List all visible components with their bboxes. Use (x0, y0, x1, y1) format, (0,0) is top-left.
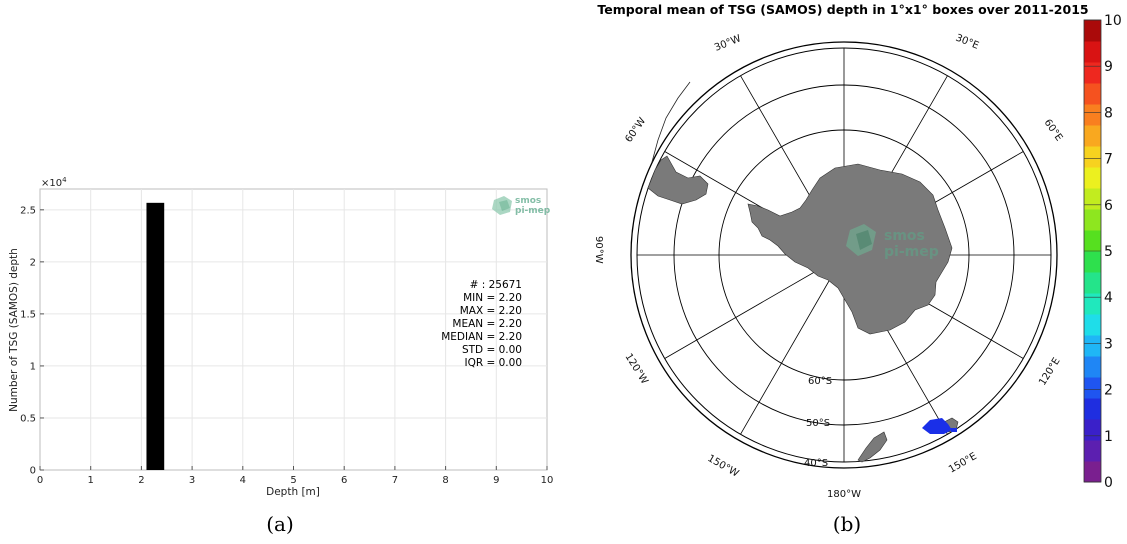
x-tick-label: 2 (138, 475, 144, 486)
svg-text:50°S: 50°S (806, 418, 830, 429)
y-tick-label: 1 (30, 361, 36, 372)
colorbar-tick-label: 9 (1104, 59, 1113, 75)
colorbar-tick-label: 4 (1104, 290, 1113, 306)
colorbar-segment (1084, 209, 1101, 231)
colorbar-segment (1084, 41, 1101, 63)
colorbar-segment (1084, 83, 1101, 105)
colorbar-tick-label: 1 (1104, 429, 1113, 445)
svg-text:150°W: 150°W (706, 453, 741, 480)
svg-text:150°E: 150°E (947, 451, 979, 476)
x-tick-label: 1 (88, 475, 94, 486)
colorbar (1083, 19, 1102, 483)
colorbar-tick-label: 7 (1104, 152, 1113, 168)
colorbar-segment (1084, 335, 1101, 357)
svg-text:pi-mep: pi-mep (884, 244, 939, 260)
svg-text:120°W: 120°W (622, 352, 649, 387)
data-boxes (922, 418, 957, 434)
colorbar-segment (1084, 146, 1101, 168)
colorbar-segment (1084, 272, 1101, 294)
svg-text:pi-mep: pi-mep (515, 206, 551, 216)
x-tick-label: 9 (493, 475, 499, 486)
colorbar-segment (1084, 293, 1101, 315)
colorbar-segment (1084, 167, 1101, 189)
svg-text:40°S: 40°S (804, 458, 828, 469)
panel-label-b: (b) (833, 512, 861, 536)
colorbar-tick-label: 6 (1104, 198, 1113, 214)
smos-pi-mep-logo: smos pi-mep (492, 196, 551, 216)
x-tick-label: 0 (37, 475, 43, 486)
svg-text:60°W: 60°W (623, 116, 648, 145)
panel-label-a: (a) (266, 512, 294, 536)
histogram-panel: 0 1 2 3 4 5 6 7 8 9 10 0 0.5 1 1.5 2 2.5 ×104 Depth [m]… (8, 176, 553, 536)
histogram-bars (146, 202, 165, 470)
colorbar-segment (1084, 419, 1101, 441)
latitude-labels: 60°S 50°S 40°S (804, 376, 832, 469)
colorbar-segment (1084, 461, 1101, 483)
colorbar-segment (1084, 314, 1101, 336)
colorbar-segment (1084, 398, 1101, 420)
y-tick-label: 1.5 (20, 309, 36, 320)
polar-map-panel: Temporal mean of TSG (SAMOS) depth in 1°… (593, 2, 1122, 536)
colorbar-tick-label: 5 (1104, 244, 1113, 260)
statistic-line: STD = 0.00 (462, 344, 522, 356)
colorbar-tick-label: 8 (1104, 105, 1113, 121)
histogram-bar (146, 202, 165, 470)
svg-text:180°W: 180°W (827, 489, 861, 500)
colorbar-segment (1084, 188, 1101, 210)
colorbar-ticks: 0 1 2 3 4 5 6 7 8 9 10 (1084, 13, 1122, 491)
y-tick-label: 2 (30, 257, 36, 268)
y-axis-label: Number of TSG (SAMOS) depth (8, 248, 20, 412)
histogram-y-ticks: 0 0.5 1 1.5 2 2.5 (20, 205, 44, 477)
colorbar-segment (1084, 251, 1101, 273)
x-tick-label: 10 (541, 475, 554, 486)
y-tick-label: 0.5 (20, 413, 36, 424)
colorbar-tick-label: 10 (1104, 13, 1122, 29)
colorbar-segment (1084, 356, 1101, 378)
x-tick-label: 8 (442, 475, 448, 486)
colorbar-segment (1084, 377, 1101, 399)
colorbar-segment (1084, 230, 1101, 252)
x-tick-label: 3 (189, 475, 195, 486)
y-exponent-label: ×104 (41, 176, 67, 189)
meridian-line (740, 254, 845, 435)
svg-text:60°E: 60°E (1042, 117, 1065, 143)
colorbar-tick-label: 3 (1104, 336, 1113, 352)
colorbar-segment (1084, 125, 1101, 147)
statistic-line: MAX = 2.20 (460, 305, 522, 317)
y-tick-label: 0 (30, 466, 36, 477)
statistic-line: MIN = 2.20 (463, 292, 522, 304)
statistic-line: IQR = 0.00 (464, 357, 522, 369)
histogram-grid (40, 189, 547, 470)
map-smos-logo: smos pi-mep (846, 224, 939, 260)
x-tick-label: 7 (392, 475, 398, 486)
colorbar-tick-label: 0 (1104, 475, 1113, 491)
y-tick-label: 2.5 (20, 205, 36, 216)
x-tick-label: 6 (341, 475, 347, 486)
x-tick-label: 4 (240, 475, 246, 486)
x-axis-label: Depth [m] (266, 486, 320, 498)
svg-text:60°S: 60°S (808, 376, 832, 387)
svg-text:30°E: 30°E (954, 33, 980, 52)
colorbar-tick-label: 2 (1104, 383, 1113, 399)
svg-text:90°W: 90°W (593, 236, 604, 264)
svg-text:30°W: 30°W (713, 33, 743, 54)
statistic-line: # : 25671 (470, 279, 522, 291)
map-title: Temporal mean of TSG (SAMOS) depth in 1°… (597, 2, 1088, 17)
colorbar-segment (1084, 62, 1101, 84)
histogram-x-ticks: 0 1 2 3 4 5 6 7 8 9 10 (37, 466, 554, 486)
statistic-line: MEDIAN = 2.20 (441, 331, 522, 343)
colorbar-segment (1084, 104, 1101, 126)
colorbar-segment (1084, 440, 1101, 462)
svg-text:120°E: 120°E (1037, 356, 1062, 388)
colorbar-segment (1084, 20, 1101, 42)
svg-text:smos: smos (515, 196, 541, 206)
svg-text:smos: smos (884, 228, 925, 244)
statistic-line: MEAN = 2.20 (452, 318, 522, 330)
x-tick-label: 5 (290, 475, 296, 486)
